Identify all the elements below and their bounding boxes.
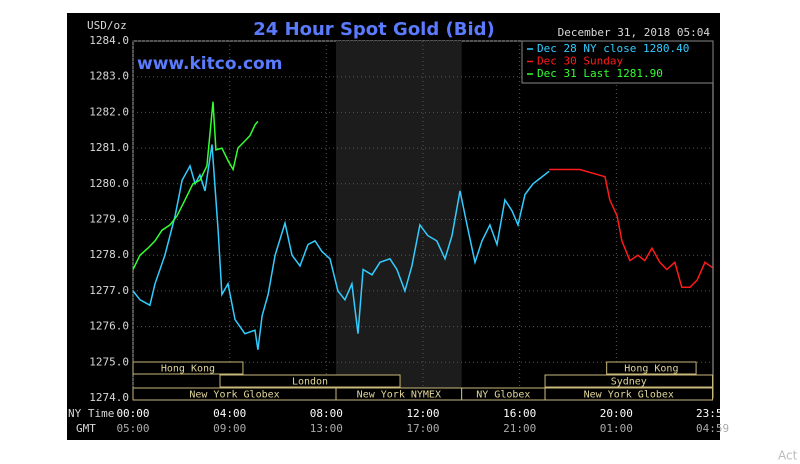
y-tick-label: 1277.0	[89, 284, 129, 297]
price-line	[132, 144, 550, 350]
x-axis-label: GMT	[76, 422, 96, 435]
gmt-tick-label: 05:00	[116, 422, 149, 435]
legend-box	[521, 40, 714, 84]
y-tick-label: 1274.0	[89, 391, 129, 404]
session-bar	[544, 387, 714, 401]
session-label: New York Globex	[189, 390, 279, 401]
y-tick-label: 1282.0	[89, 105, 129, 118]
gmt-tick-label: 21:00	[503, 422, 536, 435]
session-label: Hong Kong	[161, 364, 215, 375]
session-bar	[219, 374, 401, 388]
gmt-tick-label: 01:00	[600, 422, 633, 435]
y-tick-label: 1275.0	[89, 355, 129, 368]
session-label: Hong Kong	[624, 364, 678, 375]
x-tick-label: 16:00	[503, 407, 536, 420]
legend-label: Dec 31 Last 1281.90	[537, 67, 663, 80]
y-tick-label: 1284.0	[89, 34, 129, 47]
price-line	[132, 101, 259, 270]
session-label: Sydney	[611, 377, 647, 388]
session-bar	[544, 374, 714, 388]
y-unit-label: USD/oz	[87, 19, 127, 32]
legend-label: Dec 30 Sunday	[537, 55, 623, 68]
y-tick-label: 1280.0	[89, 177, 129, 190]
x-tick-label: 23:59	[696, 407, 729, 420]
x-tick-label: 12:00	[406, 407, 439, 420]
y-tick-label: 1283.0	[89, 70, 129, 83]
y-tick-label: 1276.0	[89, 320, 129, 333]
session-label: New York Globex	[584, 390, 674, 401]
session-bar	[606, 361, 697, 375]
session-label: London	[292, 377, 328, 388]
x-tick-label: 04:00	[213, 407, 246, 420]
price-line	[549, 168, 713, 289]
gmt-tick-label: 13:00	[310, 422, 343, 435]
y-tick-label: 1279.0	[89, 213, 129, 226]
plot-layer	[132, 40, 714, 399]
chart-title: 24 Hour Spot Gold (Bid)	[253, 19, 494, 40]
session-bar	[132, 361, 244, 375]
x-tick-label: 20:00	[600, 407, 633, 420]
gmt-tick-label: 04:59	[696, 422, 729, 435]
y-tick-label: 1278.0	[89, 248, 129, 261]
session-label: NY Globex	[476, 390, 530, 401]
y-tick-label: 1281.0	[89, 141, 129, 154]
legend-label: Dec 28 NY close 1280.40	[537, 42, 689, 55]
website: www.kitco.com	[137, 54, 282, 74]
x-tick-label: 08:00	[310, 407, 343, 420]
x-tick-label: 00:00	[116, 407, 149, 420]
x-axis-label: NY Time	[68, 407, 114, 420]
gmt-tick-label: 17:00	[406, 422, 439, 435]
watermark: Act	[778, 449, 798, 463]
timestamp: December 31, 2018 05:04	[558, 26, 711, 39]
session-shading	[336, 41, 462, 398]
session-label: New York NYMEX	[357, 390, 441, 401]
gmt-tick-label: 09:00	[213, 422, 246, 435]
